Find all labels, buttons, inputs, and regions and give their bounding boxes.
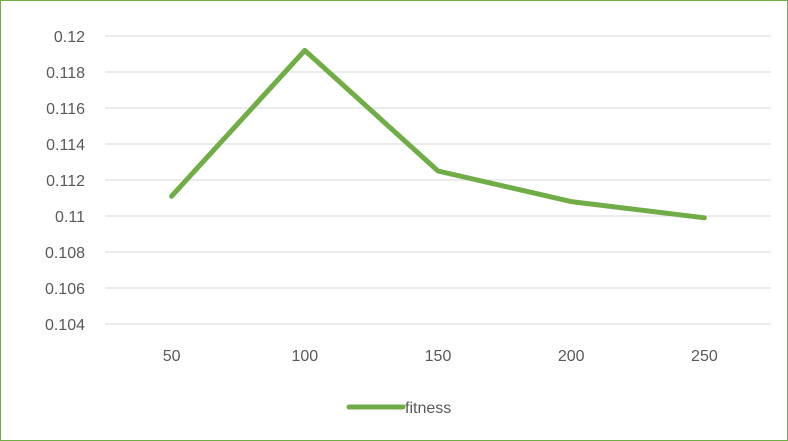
x-axis-ticks: 50 100 150 200 250 (163, 348, 718, 365)
y-tick-label: 0.12 (54, 29, 85, 46)
legend: fitness (346, 400, 451, 417)
y-tick-label: 0.114 (46, 137, 85, 154)
x-tick-label: 50 (163, 348, 181, 365)
x-tick-label: 150 (425, 348, 452, 365)
x-tick-label: 200 (558, 348, 585, 365)
gridlines (105, 35, 771, 325)
x-tick-label: 250 (691, 348, 718, 365)
y-tick-label: 0.11 (55, 209, 85, 226)
x-tick-label: 100 (291, 348, 318, 365)
y-tick-label: 0.118 (46, 65, 85, 82)
y-tick-label: 0.108 (45, 245, 85, 262)
series-line-fitness (169, 47, 707, 221)
y-tick-label: 0.116 (46, 101, 85, 118)
y-tick-label: 0.104 (45, 317, 85, 334)
y-tick-label: 0.106 (45, 281, 85, 298)
series-layer (169, 47, 707, 221)
y-axis-ticks: 0.104 0.106 0.108 0.11 0.112 0.114 0.116 0.118 0… (45, 29, 85, 334)
legend-label: fitness (405, 400, 451, 417)
y-tick-label: 0.112 (46, 173, 85, 190)
